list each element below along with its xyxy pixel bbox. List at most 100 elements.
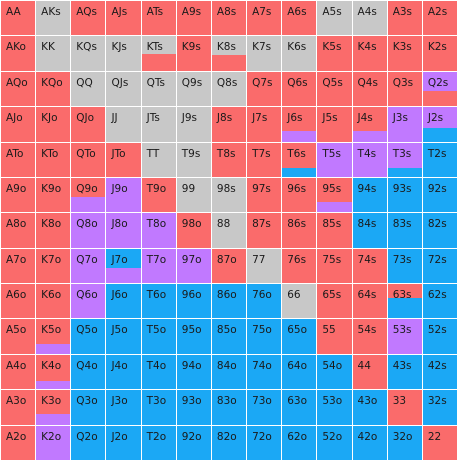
hand-cell[interactable]: T6s <box>282 142 317 177</box>
hand-cell[interactable]: QTs <box>141 71 176 107</box>
hand-cell[interactable]: 44 <box>352 354 387 390</box>
hand-cell[interactable]: 76o <box>247 284 282 319</box>
hand-cell[interactable]: T4o <box>141 354 176 390</box>
hand-cell[interactable]: KQs <box>71 36 106 71</box>
hand-cell[interactable]: Q3o <box>71 390 106 425</box>
hand-cell[interactable]: Q9s <box>176 71 211 107</box>
hand-cell[interactable]: 82s <box>422 213 457 248</box>
hand-cell[interactable]: 42o <box>352 425 387 460</box>
hand-cell[interactable]: Q8o <box>71 213 106 248</box>
hand-cell[interactable]: Q7o <box>71 248 106 284</box>
hand-cell[interactable]: T2s <box>422 142 457 177</box>
hand-cell[interactable]: 74s <box>352 248 387 284</box>
hand-cell[interactable]: 63o <box>282 390 317 425</box>
hand-cell[interactable]: J4o <box>106 354 141 390</box>
hand-cell[interactable]: Q4o <box>71 354 106 390</box>
hand-cell[interactable]: JTo <box>106 142 141 177</box>
hand-cell[interactable]: 43s <box>387 354 422 390</box>
hand-cell[interactable]: J7s <box>247 107 282 142</box>
hand-cell[interactable]: A8s <box>211 1 247 36</box>
hand-cell[interactable]: J3s <box>387 107 422 142</box>
hand-cell[interactable]: J3o <box>106 390 141 425</box>
hand-cell[interactable]: K7s <box>247 36 282 71</box>
hand-cell[interactable]: K2s <box>422 36 457 71</box>
hand-cell[interactable]: 94o <box>176 354 211 390</box>
hand-cell[interactable]: 83s <box>387 213 422 248</box>
hand-cell[interactable]: A2o <box>1 425 36 460</box>
hand-cell[interactable]: T2o <box>141 425 176 460</box>
hand-cell[interactable]: 62o <box>282 425 317 460</box>
hand-cell[interactable]: A4s <box>352 1 387 36</box>
hand-cell[interactable]: AKo <box>1 36 36 71</box>
hand-cell[interactable]: K6o <box>36 284 71 319</box>
hand-cell[interactable]: QJo <box>71 107 106 142</box>
hand-cell[interactable]: A3o <box>1 390 36 425</box>
hand-cell[interactable]: ATo <box>1 142 36 177</box>
hand-cell[interactable]: A9o <box>1 177 36 213</box>
hand-cell[interactable]: 82o <box>211 425 247 460</box>
hand-cell[interactable]: 85o <box>211 319 247 354</box>
hand-cell[interactable]: T6o <box>141 284 176 319</box>
hand-cell[interactable]: 53o <box>317 390 352 425</box>
hand-cell[interactable]: Q2s <box>422 71 457 107</box>
hand-cell[interactable]: 97s <box>247 177 282 213</box>
hand-cell[interactable]: KK <box>36 36 71 71</box>
hand-cell[interactable]: 32o <box>387 425 422 460</box>
hand-cell[interactable]: Q5o <box>71 319 106 354</box>
hand-cell[interactable]: 64s <box>352 284 387 319</box>
hand-cell[interactable]: J2o <box>106 425 141 460</box>
hand-cell[interactable]: 65o <box>282 319 317 354</box>
hand-cell[interactable]: 85s <box>317 213 352 248</box>
hand-cell[interactable]: K9s <box>176 36 211 71</box>
hand-cell[interactable]: A4o <box>1 354 36 390</box>
hand-cell[interactable]: ATs <box>141 1 176 36</box>
hand-cell[interactable]: 54s <box>352 319 387 354</box>
hand-cell[interactable]: J4s <box>352 107 387 142</box>
hand-cell[interactable]: T3o <box>141 390 176 425</box>
hand-cell[interactable]: 92o <box>176 425 211 460</box>
hand-cell[interactable]: Q3s <box>387 71 422 107</box>
hand-cell[interactable]: A7o <box>1 248 36 284</box>
hand-cell[interactable]: 97o <box>176 248 211 284</box>
hand-cell[interactable]: 62s <box>422 284 457 319</box>
hand-cell[interactable]: Q6s <box>282 71 317 107</box>
hand-cell[interactable]: AQo <box>1 71 36 107</box>
hand-cell[interactable]: 66 <box>282 284 317 319</box>
hand-cell[interactable]: T3s <box>387 142 422 177</box>
hand-cell[interactable]: T8s <box>211 142 247 177</box>
hand-cell[interactable]: J8o <box>106 213 141 248</box>
hand-cell[interactable]: K9o <box>36 177 71 213</box>
hand-cell[interactable]: 52o <box>317 425 352 460</box>
hand-cell[interactable]: 86o <box>211 284 247 319</box>
hand-cell[interactable]: T4s <box>352 142 387 177</box>
hand-cell[interactable]: K5s <box>317 36 352 71</box>
hand-cell[interactable]: K4o <box>36 354 71 390</box>
hand-cell[interactable]: 98o <box>176 213 211 248</box>
hand-cell[interactable]: Q8s <box>211 71 247 107</box>
hand-cell[interactable]: J7o <box>106 248 141 284</box>
hand-cell[interactable]: 87o <box>211 248 247 284</box>
hand-cell[interactable]: QQ <box>71 71 106 107</box>
hand-cell[interactable]: 94s <box>352 177 387 213</box>
hand-cell[interactable]: J5s <box>317 107 352 142</box>
hand-cell[interactable]: 72o <box>247 425 282 460</box>
hand-cell[interactable]: Q4s <box>352 71 387 107</box>
hand-cell[interactable]: 93o <box>176 390 211 425</box>
hand-cell[interactable]: 95s <box>317 177 352 213</box>
hand-cell[interactable]: 92s <box>422 177 457 213</box>
hand-cell[interactable]: Q9o <box>71 177 106 213</box>
hand-cell[interactable]: 33 <box>387 390 422 425</box>
hand-cell[interactable]: 96s <box>282 177 317 213</box>
hand-cell[interactable]: 99 <box>176 177 211 213</box>
hand-cell[interactable]: J5o <box>106 319 141 354</box>
hand-cell[interactable]: 52s <box>422 319 457 354</box>
hand-cell[interactable]: 93s <box>387 177 422 213</box>
hand-cell[interactable]: A3s <box>387 1 422 36</box>
hand-cell[interactable]: QTo <box>71 142 106 177</box>
hand-cell[interactable]: AJo <box>1 107 36 142</box>
hand-cell[interactable]: A9s <box>176 1 211 36</box>
hand-cell[interactable]: Q6o <box>71 284 106 319</box>
hand-cell[interactable]: T9o <box>141 177 176 213</box>
hand-cell[interactable]: 53s <box>387 319 422 354</box>
hand-cell[interactable]: K3s <box>387 36 422 71</box>
